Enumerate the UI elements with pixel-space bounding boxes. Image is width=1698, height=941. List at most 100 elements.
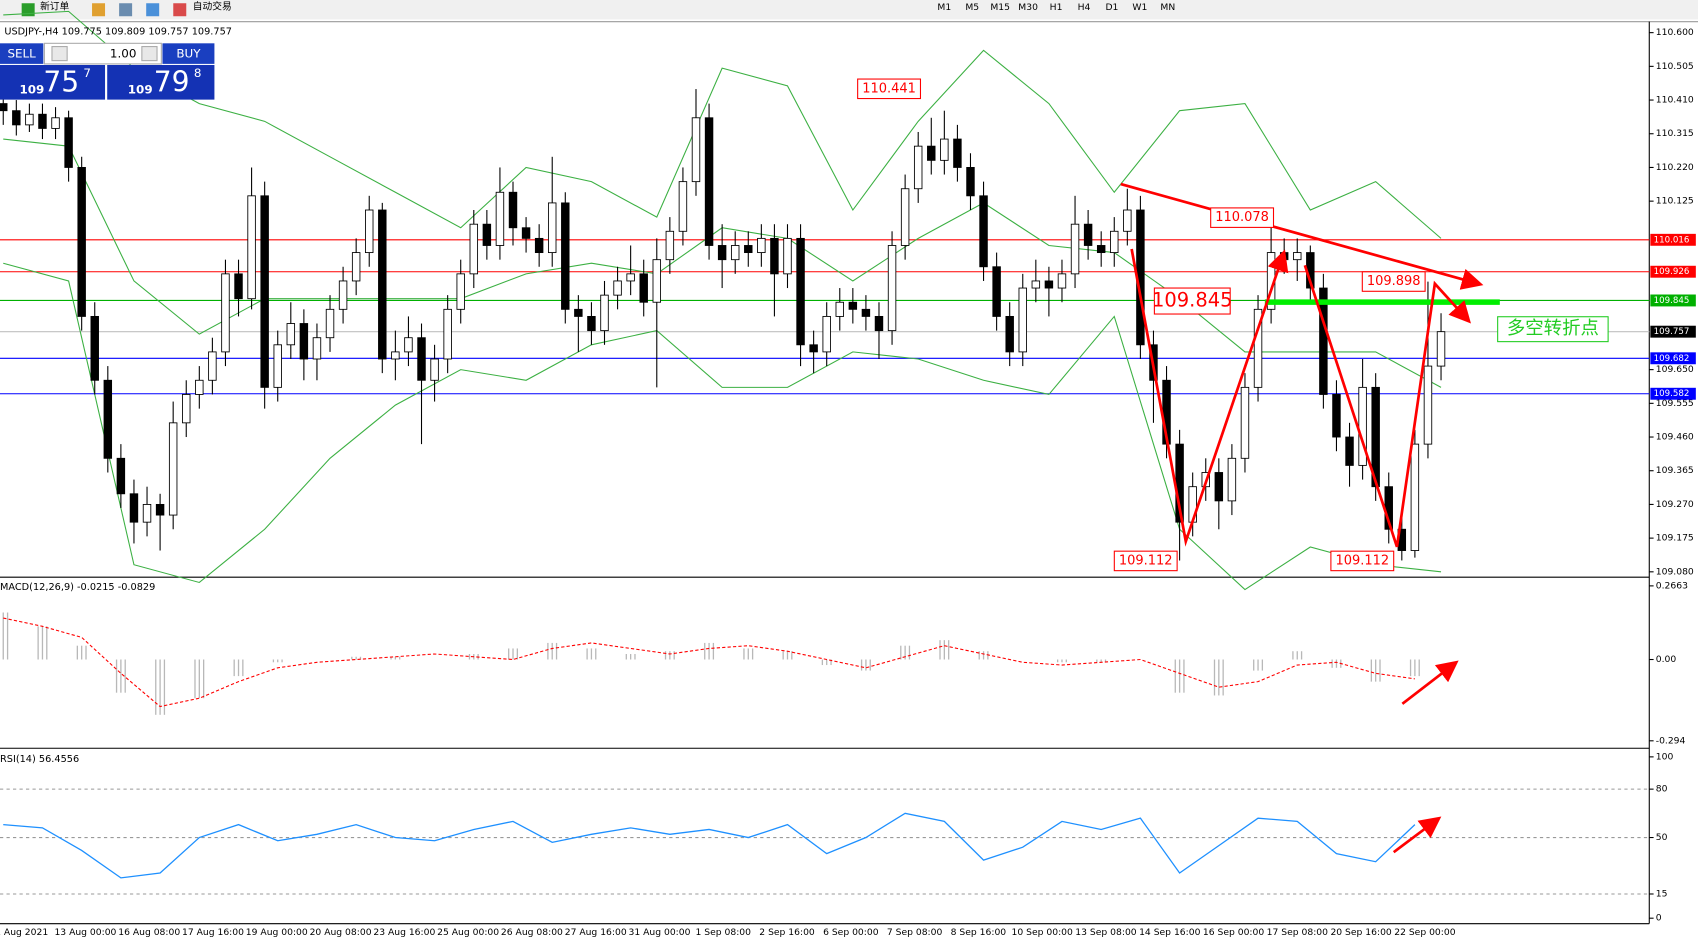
candle-body	[12, 110, 21, 126]
y-tick-label: 109.365	[1656, 465, 1694, 476]
x-tick-label: 16 Aug 08:00	[118, 927, 180, 938]
annotation: 110.441	[862, 81, 916, 96]
auto-trading[interactable]: 自动交易	[193, 0, 232, 12]
x-tick-label: 31 Aug 00:00	[629, 927, 691, 938]
y-tick-label: 15	[1656, 888, 1668, 899]
candle-body	[90, 315, 99, 381]
candle-body	[940, 138, 949, 161]
y-tick-label: 109.460	[1656, 432, 1694, 443]
timeframe[interactable]: W1	[1132, 2, 1147, 13]
x-tick-label: 6 Sep 00:00	[823, 927, 879, 938]
bollinger-upper	[3, 10, 1442, 239]
y-tick-label: 110.505	[1656, 61, 1694, 72]
annotation-box	[857, 78, 922, 100]
candle-body	[757, 237, 766, 254]
x-tick-label: 1 Aug 2021	[0, 927, 48, 938]
timeframe[interactable]: D1	[1105, 2, 1118, 13]
sell-button[interactable]	[0, 43, 44, 64]
candle-body	[822, 315, 831, 353]
annotation: 109.898	[1367, 274, 1421, 289]
candle-body	[1005, 315, 1014, 353]
timeframe[interactable]: M5	[965, 2, 979, 13]
candle-body	[574, 308, 583, 317]
lot-box[interactable]	[43, 42, 162, 65]
x-tick-label: 13 Aug 00:00	[54, 927, 116, 938]
candle-body	[639, 273, 648, 303]
candle-body	[547, 202, 557, 254]
sell-label[interactable]: SELL	[7, 47, 36, 61]
level-label: 109.682	[1654, 354, 1690, 364]
annotations: 110.441 110.078 109.845 109.898 109.112 109.1…	[857, 78, 1609, 572]
candle-body	[887, 245, 897, 332]
new-order[interactable]: 新订单	[40, 0, 69, 12]
annotation: 多空转折点	[1507, 318, 1599, 339]
candle-body	[208, 351, 217, 381]
candle-body	[142, 503, 152, 523]
candle-body	[587, 315, 596, 332]
y-tick-label: 0.2663	[1656, 580, 1688, 591]
candle-body	[1319, 287, 1328, 395]
level-tag	[1650, 233, 1696, 246]
x-tick-label: 26 Aug 08:00	[501, 927, 563, 938]
candle-body	[417, 337, 426, 381]
y-tick-label: 80	[1656, 784, 1668, 795]
bollinger-lower	[3, 262, 1442, 591]
zigzag	[1130, 248, 1289, 547]
y-tick-label: 109.555	[1656, 398, 1694, 409]
timeframe[interactable]: M30	[1018, 2, 1038, 13]
lot-value[interactable]: 1.00	[110, 47, 137, 61]
candle-body	[1293, 252, 1302, 261]
candle-body	[704, 117, 714, 246]
sell-big: 109	[19, 82, 44, 96]
y-tick-label: 50	[1656, 832, 1668, 843]
sell-price[interactable]	[0, 64, 106, 100]
candle-body	[744, 245, 753, 254]
sell-pips: 75	[43, 65, 79, 98]
annotation-box	[1113, 550, 1178, 572]
timeframe[interactable]: H1	[1050, 2, 1063, 13]
annotation: 109.845	[1152, 289, 1233, 312]
y-tick-label: 110.220	[1656, 162, 1694, 173]
candle-body	[365, 209, 374, 254]
trade-panel: SELL 1.00 BUY 109 75 7 109 79 8	[0, 42, 215, 100]
timeframe[interactable]: MN	[1160, 2, 1175, 13]
candle-body	[848, 301, 858, 310]
level-tag	[1650, 352, 1696, 365]
lot-down[interactable]	[51, 46, 68, 62]
y-tick-label: 0	[1656, 913, 1662, 924]
candle-body	[835, 301, 844, 317]
candle-body	[247, 195, 256, 300]
candle-body	[953, 138, 962, 168]
candle-body	[51, 117, 60, 129]
candle-body	[1410, 443, 1420, 551]
y-tick-label: 110.600	[1656, 27, 1694, 38]
buy-price[interactable]	[107, 64, 215, 100]
annotation-box	[1153, 287, 1231, 315]
buy-button[interactable]	[162, 43, 215, 64]
y-tick-label: 110.125	[1656, 196, 1694, 207]
timeframe[interactable]: M1	[937, 2, 951, 13]
candle-body	[0, 103, 8, 112]
candle-body	[874, 315, 884, 332]
candle-body	[1345, 436, 1354, 466]
timeframe[interactable]: M15	[990, 2, 1010, 13]
level-label: 110.016	[1654, 235, 1690, 245]
candle-body	[1031, 280, 1041, 289]
lot-up[interactable]	[141, 46, 158, 62]
candle-body	[391, 351, 400, 360]
candle-body	[1240, 386, 1250, 459]
x-tick-label: 25 Aug 00:00	[437, 927, 499, 938]
candle-body	[234, 273, 243, 300]
candle-body	[796, 237, 805, 346]
x-tick-label: 14 Sep 16:00	[1139, 927, 1200, 938]
last-price-label: 109.757	[1654, 327, 1690, 337]
x-tick-label: 19 Aug 00:00	[246, 927, 308, 938]
buy-label[interactable]: BUY	[176, 47, 201, 61]
x-tick-label: 13 Sep 08:00	[1075, 927, 1136, 938]
candle-body	[482, 223, 492, 246]
annotation: 110.078	[1215, 210, 1269, 225]
timeframe[interactable]: H4	[1078, 2, 1091, 13]
candle-body	[626, 273, 635, 282]
level-label: 109.926	[1654, 267, 1690, 277]
